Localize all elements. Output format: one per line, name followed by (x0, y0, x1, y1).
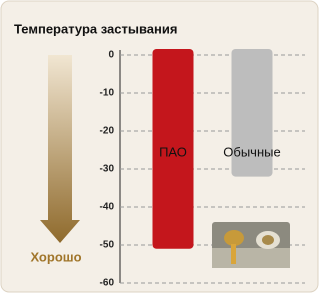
chart-title: Температура застывания (14, 21, 177, 36)
chart: Температура застывания Хорошо 0 -10 -20 -30… (0, 0, 319, 293)
category-label: Обычные (223, 144, 280, 159)
photo (212, 222, 290, 268)
annotation: Хорошо (30, 249, 81, 264)
category-label: ПАО (159, 144, 187, 159)
y-tick-label: -40 (100, 202, 115, 213)
y-tick-label: -50 (100, 240, 115, 251)
y-tick-label: -30 (100, 164, 115, 175)
y-tick-label: -10 (100, 88, 115, 99)
y-tick-label: 0 (108, 50, 114, 61)
page: Температура застывания Хорошо 0 -10 -20 -30… (0, 0, 319, 293)
y-tick-label: -20 (100, 126, 115, 137)
y-tick-label: -60 (100, 278, 115, 289)
